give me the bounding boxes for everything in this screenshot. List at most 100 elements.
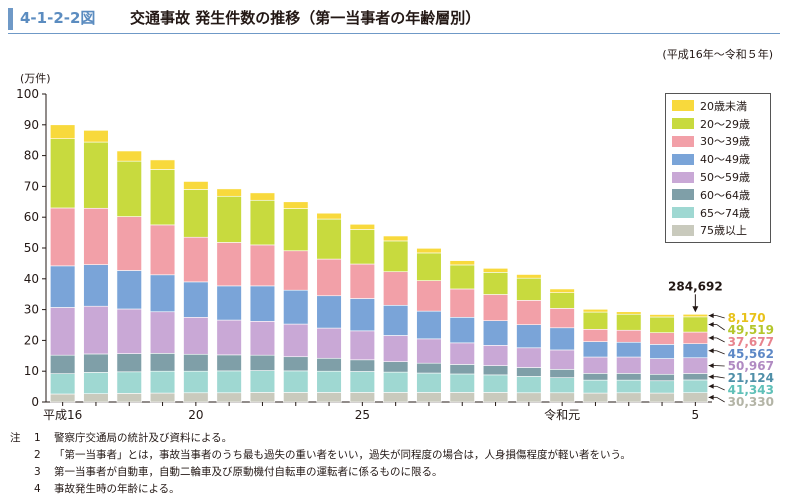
bar-segment [582,392,609,403]
bar-segment [682,343,708,359]
bar-segment [383,371,409,393]
breakdown-leader [716,385,725,391]
y-tick-label: 60 [24,210,39,224]
legend-swatch [672,171,694,183]
bar-segment [582,373,609,381]
bar-segment [682,357,708,374]
bar-segment [549,288,575,293]
legend-label: 30～39歳 [700,135,750,149]
bar-segment [416,310,442,340]
bar-segment [682,373,708,381]
bar-segment [582,308,609,313]
bar-segment [249,392,276,403]
bar-segment [149,392,176,403]
bar-segment [50,354,76,374]
footnote-text: 警察庁交通局の統計及び資料による。 [54,432,233,444]
legend-item: 75歳以上 [672,222,764,240]
footnotes: 注 1 警察庁交通局の統計及び資料による。 2 「第一当事者」とは，事故当事者のうち最… [10,430,631,498]
legend-swatch [672,100,694,112]
bar-segment [416,252,442,281]
x-tick-label: 20 [188,408,203,422]
bar-segment [149,224,176,276]
legend-label: 40～49歳 [700,153,750,167]
bar-segment [549,292,575,309]
bar-segment [516,392,542,403]
y-tick-label: 70 [24,179,39,193]
bar-segment [249,285,276,322]
bar-segment [416,362,442,374]
bar-segment [316,327,342,359]
bar-segment [649,314,675,318]
chart-legend: 20歳未満 20～29歳 30～39歳 40～49歳 50～59歳 60～64歳… [665,93,771,243]
footnote-lead: 注 [10,432,21,444]
legend-swatch [672,224,694,236]
legend-item: 50～59歳 [672,168,764,186]
legend-label: 65～74歳 [700,206,750,220]
bar-segment [183,316,209,355]
total-value-label: 284,692 [668,279,723,293]
bar-segment [283,370,309,393]
breakdown-value-label: 21,124 [728,371,774,385]
bar-segment [216,370,242,394]
bar-segment [482,392,509,403]
breakdown-value-label: 49,519 [728,323,774,337]
bar-segment [449,392,475,403]
x-tick-label: 5 [692,408,700,422]
bar-segment [50,393,76,403]
breakdown-arrow-head [708,383,714,389]
bar-segment [649,373,675,382]
bar-segment [383,304,409,336]
bar-segment [616,313,642,331]
y-tick-label: 100 [16,87,39,101]
bar-segment [649,392,675,403]
stacked-bar-chart: 0 10 20 30 40 50 60 70 80 90 100 平成16 20 25 令和元 5 284,69… [16,87,774,422]
bar-segment [516,274,542,279]
legend-label: 75歳以上 [700,224,747,238]
bar-segment [149,274,176,313]
breakdown-value-label: 45,562 [728,347,774,361]
bar-segment [383,361,409,373]
y-axis-unit: (万件) [20,72,51,85]
bar-segment [549,327,575,351]
bar-segment [116,308,142,354]
bar-segment [83,372,109,394]
legend-item: 20歳未満 [672,97,764,115]
bar-segment [449,260,475,266]
bar-segment [316,295,342,329]
bar-segment [349,223,375,230]
bar-segment [116,160,142,217]
bar-segment [616,379,642,394]
bar-segment [50,138,76,209]
footnote: 3 第一当事者が自動車，自動二輪車及び原動機付自転車の運転者に係るものに限る。 [10,464,631,481]
breakdown-arrow-head [708,394,714,400]
bar-segment [83,141,109,209]
header-divider [8,33,780,34]
bar-segment [216,354,242,372]
legend-label: 20歳未満 [700,99,747,113]
bar-segment [482,294,509,321]
bar-segment [50,207,76,267]
bar-segment [183,181,209,190]
bar-segment [516,347,542,368]
bar-segment [316,218,342,260]
footnote: 4 事故発生時の年齢による。 [10,481,631,498]
legend-item: 20～29歳 [672,115,764,133]
header-accent-bar [8,8,13,30]
bar-segment [449,373,475,393]
bar-segment [649,316,675,334]
bar-segment [616,341,642,358]
legend-label: 50～59歳 [700,171,750,185]
bar-segment [682,316,708,333]
footnote-number: 1 [34,432,41,444]
bar-segment [183,370,209,394]
bar-segment [83,305,109,355]
bar-segment [482,345,509,366]
bar-segment [216,319,242,356]
bar-segment [449,342,475,365]
bar-segment [416,338,442,364]
bar-segment [283,208,309,252]
y-tick-label: 30 [24,303,39,317]
bar-segment [83,264,109,307]
bar-segment [283,250,309,291]
footnote-text: 事故発生時の年齢による。 [54,483,180,495]
